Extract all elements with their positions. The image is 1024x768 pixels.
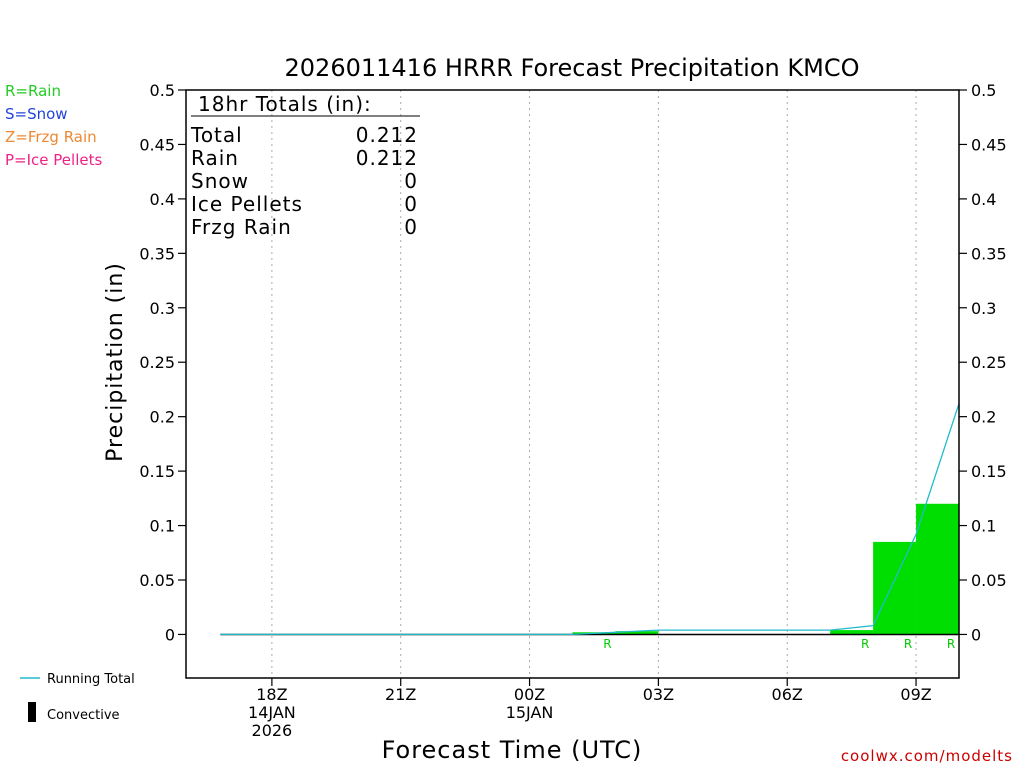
- precip-bar: [830, 630, 874, 635]
- y-tick-label: 0.05: [139, 571, 175, 590]
- totals-row-value: 0.212: [356, 123, 418, 147]
- ptype-marker: R: [904, 637, 912, 651]
- precip-bar: [873, 541, 917, 635]
- plot-frame: [185, 89, 960, 679]
- ptype-legend: R=Rain S=Snow Z=Frzg Rain P=Ice Pellets: [5, 82, 102, 169]
- x-tick-label: 15JAN: [506, 703, 554, 722]
- ptype-legend-item: S=Snow: [5, 105, 68, 123]
- totals-row-label: Ice Pellets: [191, 192, 303, 216]
- x-tick-label: 18Z: [256, 685, 287, 704]
- bars: [220, 503, 959, 636]
- x-tick-label: 2026: [252, 721, 293, 740]
- totals-row-value: 0.212: [356, 146, 418, 170]
- y-axis-label: Precipitation (in): [103, 262, 128, 462]
- y-tick-label-right: 0.3: [971, 299, 996, 318]
- y-tick-label: 0.2: [150, 408, 175, 427]
- precip-bar: [916, 503, 959, 635]
- x-tick-label: 03Z: [643, 685, 674, 704]
- y-tick-label: 0.45: [139, 135, 175, 154]
- y-tick-label: 0.25: [139, 353, 175, 372]
- y-tick-label: 0: [165, 625, 175, 644]
- y-tick-label: 0.1: [150, 517, 175, 536]
- y-tick-label-right: 0.5: [971, 81, 996, 100]
- totals-row-value: 0: [404, 192, 418, 216]
- x-tick-label: 06Z: [772, 685, 803, 704]
- ptype-marker: R: [603, 637, 611, 651]
- y-ticks-left: 0 0.05 0.1 0.15 0.2 0.25 0.3 0.35 0.4 0.45 0.5: [139, 81, 186, 644]
- y-tick-label: 0.15: [139, 462, 175, 481]
- y-tick-label-right: 0: [971, 625, 981, 644]
- y-tick-label-right: 0.15: [971, 462, 1007, 481]
- chart-title: 2026011416 HRRR Forecast Precipitation K…: [285, 54, 860, 82]
- running-total-line: [220, 403, 960, 636]
- y-tick-label: 0.5: [150, 81, 175, 100]
- totals-row-label: Total: [190, 123, 243, 147]
- totals-box: 18hr Totals (in): Total 0.212 Rain 0.212 Sno…: [190, 92, 420, 239]
- precip-bar: [615, 631, 659, 635]
- x-tick-label: 00Z: [514, 685, 545, 704]
- y-tick-label-right: 0.25: [971, 353, 1007, 372]
- running-total-series: [220, 403, 960, 636]
- y-tick-label-right: 0.45: [971, 135, 1007, 154]
- totals-row-value: 0: [404, 169, 418, 193]
- ptype-marker: R: [861, 637, 869, 651]
- y-tick-label: 0.35: [139, 244, 175, 263]
- x-tick-label: 14JAN: [248, 703, 296, 722]
- convective-legend-label: Convective: [47, 708, 120, 723]
- running-total-legend-label: Running Total: [47, 672, 135, 687]
- y-tick-label-right: 0.1: [971, 517, 996, 536]
- ptype-legend-item: Z=Frzg Rain: [5, 128, 97, 146]
- y-ticks-right: 0 0.05 0.1 0.15 0.2 0.25 0.3 0.35 0.4 0.45 0.5: [959, 81, 1007, 644]
- x-tick-label: 09Z: [900, 685, 931, 704]
- ptype-legend-item: P=Ice Pellets: [5, 151, 102, 169]
- ptype-legend-item: R=Rain: [5, 82, 61, 100]
- series-legend: Running Total Convective: [20, 672, 135, 723]
- y-tick-label-right: 0.2: [971, 408, 996, 427]
- x-axis-label: Forecast Time (UTC): [382, 736, 643, 764]
- y-tick-label-right: 0.05: [971, 571, 1007, 590]
- grid-lines: [271, 90, 917, 678]
- convective-swatch: [28, 702, 36, 722]
- y-tick-label-right: 0.35: [971, 244, 1007, 263]
- y-tick-label: 0.4: [150, 190, 175, 209]
- x-tick-label: 21Z: [385, 685, 416, 704]
- y-tick-label: 0.3: [150, 299, 175, 318]
- totals-rows: Total 0.212 Rain 0.212 Snow 0 Ice Pellets 0 Frzg…: [190, 123, 418, 239]
- totals-row-label: Rain: [191, 146, 239, 170]
- y-tick-label-right: 0.4: [971, 190, 996, 209]
- totals-row-value: 0: [404, 215, 418, 239]
- totals-row-label: Snow: [191, 169, 249, 193]
- totals-header: 18hr Totals (in):: [198, 92, 372, 116]
- credit-text: coolwx.com/modelts: [841, 747, 1013, 765]
- ptype-marker: R: [947, 637, 955, 651]
- totals-row-label: Frzg Rain: [191, 215, 292, 239]
